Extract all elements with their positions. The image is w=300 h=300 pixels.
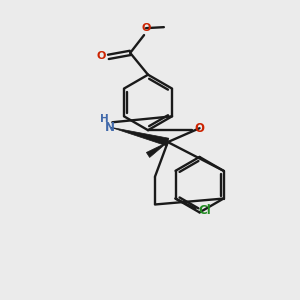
Text: Cl: Cl xyxy=(199,204,211,217)
Text: O: O xyxy=(141,23,151,33)
Text: H: H xyxy=(100,114,109,124)
Polygon shape xyxy=(110,127,169,146)
Polygon shape xyxy=(146,142,168,158)
Text: N: N xyxy=(105,121,116,134)
Text: O: O xyxy=(97,51,106,61)
Text: O: O xyxy=(194,122,205,135)
